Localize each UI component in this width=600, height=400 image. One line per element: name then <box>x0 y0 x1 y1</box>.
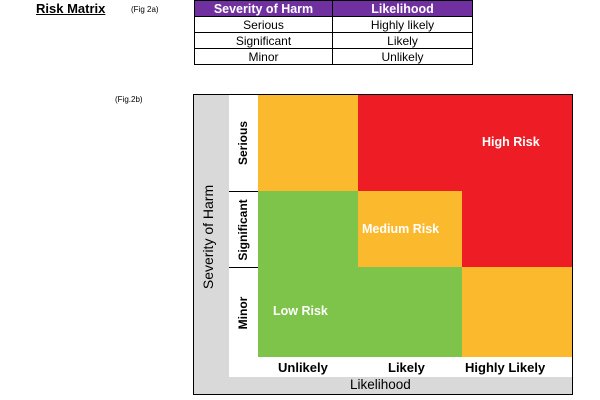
medium-risk-label: Medium Risk <box>362 222 440 236</box>
row-divider <box>229 267 258 268</box>
table-cell: Serious <box>194 16 333 33</box>
table-row: Minor Unlikely <box>194 48 473 65</box>
column-header-severity: Severity of Harm <box>194 0 333 17</box>
row-label-minor: Minor <box>236 296 250 330</box>
column-label-likely: Likely <box>388 360 425 375</box>
column-label-strip <box>229 357 572 377</box>
figure-label-2b: (Fig.2b) <box>115 95 143 104</box>
table-cell: Minor <box>194 48 333 65</box>
y-axis-title: Severity of Harm <box>200 184 216 290</box>
cell-minor-unlikely-likely <box>258 267 462 357</box>
cell-significant-likely <box>358 191 462 267</box>
row-label-significant: Significant <box>236 199 250 261</box>
cell-significant-unlikely <box>258 191 358 267</box>
page-title: Risk Matrix <box>36 1 106 16</box>
cell-significant-highly-likely <box>462 191 572 267</box>
row-label-strip <box>229 95 258 377</box>
low-risk-label: Low Risk <box>273 304 328 318</box>
high-risk-label: High Risk <box>482 135 540 149</box>
table-cell: Significant <box>194 32 333 49</box>
x-axis-title: Likelihood <box>350 377 411 392</box>
column-label-highly-likely: Highly Likely <box>465 360 546 375</box>
row-label-serious: Serious <box>236 121 250 166</box>
column-header-likelihood: Likelihood <box>332 0 473 17</box>
figure-label-2a: (Fig 2a) <box>131 5 159 14</box>
severity-likelihood-table: Severity of Harm Likelihood Serious High… <box>194 0 473 65</box>
cell-minor-highly-likely <box>462 267 572 357</box>
table-header-row: Severity of Harm Likelihood <box>194 0 473 17</box>
table-cell: Likely <box>332 32 473 49</box>
table-row: Serious Highly likely <box>194 16 473 33</box>
row-divider <box>229 191 258 192</box>
table-cell: Highly likely <box>332 16 473 33</box>
cell-serious-unlikely <box>258 95 358 191</box>
table-row: Significant Likely <box>194 32 473 49</box>
table-cell: Unlikely <box>332 48 473 65</box>
column-label-unlikely: Unlikely <box>278 360 328 375</box>
cell-serious-likely-highly <box>358 95 572 191</box>
